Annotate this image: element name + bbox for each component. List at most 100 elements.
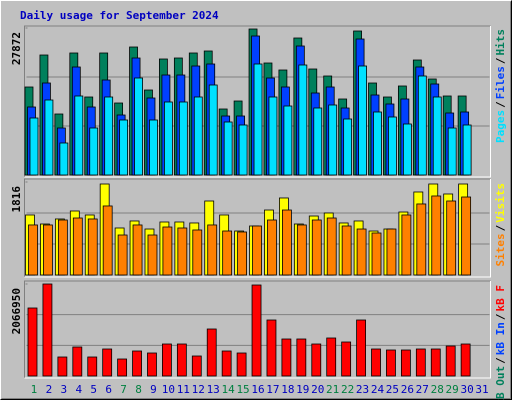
bar bbox=[208, 84, 218, 176]
bar bbox=[132, 224, 143, 276]
y-tick-label: 2066950 bbox=[10, 288, 23, 334]
bar bbox=[57, 356, 68, 377]
legend-entry: Visits bbox=[494, 183, 507, 223]
panel-bevel-dark bbox=[24, 178, 491, 277]
x-tick-label: 15 bbox=[236, 383, 249, 396]
bar bbox=[72, 346, 83, 377]
legend: Sites /Visits bbox=[494, 183, 507, 267]
chart-title: Daily usage for September 2024 bbox=[20, 9, 219, 22]
bar bbox=[42, 283, 53, 377]
bar bbox=[117, 234, 128, 276]
bar bbox=[102, 205, 113, 276]
bar bbox=[267, 219, 277, 276]
bar bbox=[266, 319, 277, 377]
bar bbox=[328, 104, 338, 176]
x-tick-label: 16 bbox=[251, 383, 264, 396]
bar bbox=[162, 226, 173, 276]
bar bbox=[206, 328, 217, 377]
bar bbox=[238, 124, 248, 176]
bar bbox=[313, 107, 323, 176]
x-tick-label: 8 bbox=[135, 383, 142, 396]
x-tick-label: 24 bbox=[371, 383, 385, 396]
bar bbox=[446, 200, 457, 276]
bar bbox=[149, 119, 158, 176]
legend-separator: / bbox=[494, 357, 507, 364]
bar bbox=[415, 348, 426, 377]
bar bbox=[251, 284, 262, 377]
bar bbox=[222, 230, 233, 276]
legend-separator: / bbox=[494, 313, 507, 320]
bar bbox=[386, 349, 396, 377]
bar bbox=[281, 338, 292, 377]
bar bbox=[296, 224, 307, 276]
bar bbox=[283, 105, 293, 176]
x-tick-label: 21 bbox=[326, 383, 339, 396]
bar bbox=[193, 96, 203, 176]
bar bbox=[147, 234, 158, 276]
legend-entry: Hits bbox=[494, 29, 507, 56]
bar bbox=[221, 350, 232, 377]
x-tick-label: 6 bbox=[105, 383, 112, 396]
bar bbox=[462, 124, 472, 176]
bar bbox=[432, 96, 442, 176]
bar bbox=[147, 352, 157, 377]
bar bbox=[460, 343, 471, 377]
bar bbox=[447, 127, 457, 176]
panel-bevel-light bbox=[24, 179, 491, 278]
bar bbox=[44, 99, 54, 176]
y-tick-label: 1816 bbox=[10, 186, 23, 213]
x-tick-label: 22 bbox=[341, 383, 354, 396]
bar bbox=[72, 217, 83, 276]
legend-entry: kB Out bbox=[494, 366, 507, 400]
x-tick-label: 28 bbox=[431, 383, 444, 396]
bar bbox=[296, 338, 307, 377]
bar bbox=[402, 123, 412, 176]
bar bbox=[461, 196, 472, 276]
bar bbox=[298, 64, 308, 176]
x-tick-label: 23 bbox=[356, 383, 369, 396]
x-tick-label: 19 bbox=[296, 383, 309, 396]
x-tick-label: 30 bbox=[460, 383, 473, 396]
x-tick-label: 17 bbox=[266, 383, 279, 396]
x-tick-label: 18 bbox=[281, 383, 294, 396]
bar bbox=[28, 224, 38, 276]
bar bbox=[386, 228, 397, 276]
x-tick-label: 12 bbox=[192, 383, 205, 396]
bar bbox=[388, 116, 397, 176]
x-tick-label: 29 bbox=[446, 383, 459, 396]
x-tick-label: 5 bbox=[90, 383, 97, 396]
legend-entry: Pages bbox=[494, 110, 507, 143]
x-tick-label: 27 bbox=[416, 383, 429, 396]
bar bbox=[326, 217, 337, 276]
panel-bevel-light bbox=[24, 281, 491, 379]
bar bbox=[117, 358, 128, 377]
legend-entry: Files bbox=[494, 66, 507, 99]
bar bbox=[29, 117, 39, 176]
bar bbox=[89, 127, 99, 176]
bar bbox=[192, 229, 203, 276]
bar bbox=[178, 101, 188, 176]
legend-entry: kB F bbox=[494, 285, 507, 312]
bar bbox=[252, 225, 262, 276]
x-tick-label: 25 bbox=[386, 383, 399, 396]
bar bbox=[191, 355, 202, 377]
bar bbox=[134, 77, 143, 176]
x-tick-label: 9 bbox=[150, 383, 157, 396]
panel-bevel-light bbox=[24, 26, 491, 178]
panel-bevel-dark bbox=[24, 25, 491, 177]
bar bbox=[311, 219, 322, 276]
bar bbox=[445, 345, 456, 377]
x-tick-label: 1 bbox=[31, 383, 38, 396]
bar bbox=[326, 337, 337, 377]
bar bbox=[341, 341, 352, 377]
bar bbox=[57, 219, 68, 276]
legend-entry: kB In bbox=[494, 322, 507, 355]
x-tick-label: 7 bbox=[120, 383, 127, 396]
bar bbox=[119, 119, 129, 176]
x-tick-label: 13 bbox=[207, 383, 220, 396]
bar bbox=[343, 118, 353, 176]
